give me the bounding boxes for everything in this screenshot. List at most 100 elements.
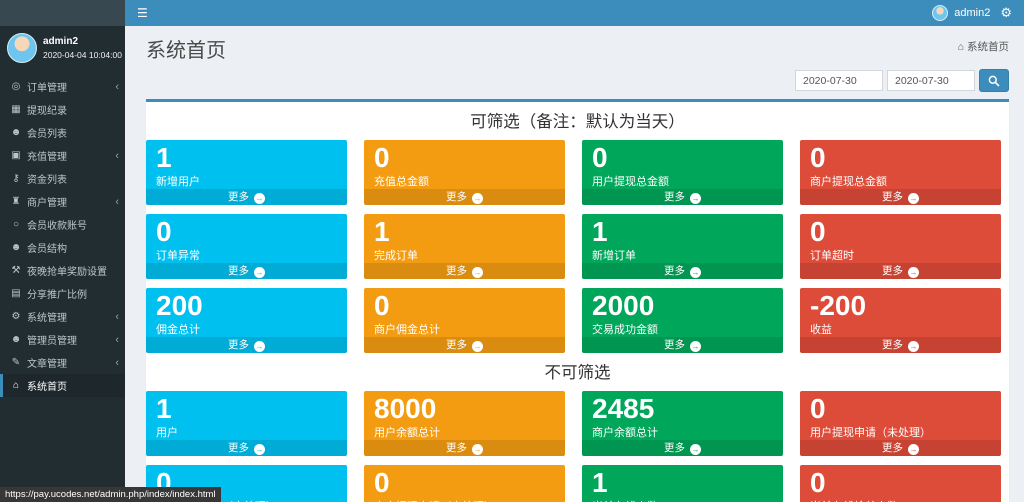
tile-more-link[interactable]: 更多 → <box>582 263 783 279</box>
stat-label: 商户提现申请（未处理） <box>364 497 565 502</box>
stat-value: 0 <box>810 216 826 247</box>
tile-more-link[interactable]: 更多 → <box>146 189 347 205</box>
search-button[interactable] <box>979 69 1009 92</box>
sidebar-item-系统管理[interactable]: ⚙ 系统管理 ‹ <box>0 305 125 328</box>
chevron-left-icon: ‹ <box>115 149 119 162</box>
tile-more-link[interactable]: 更多 → <box>582 337 783 353</box>
stat-value: 0 <box>810 393 826 424</box>
stat-tile: 200 佣金总计 更多 → <box>146 288 347 353</box>
date-to-input[interactable] <box>887 70 975 91</box>
circle-o-icon: ○ <box>12 219 20 230</box>
status-url-tooltip: https://pay.ucodes.net/admin.php/index/i… <box>0 487 221 502</box>
sidebar-item-label: 会员收款账号 <box>27 221 87 232</box>
arrow-circle-right-icon: → <box>471 341 483 353</box>
stat-value: -200 <box>810 290 867 321</box>
stat-value: 0 <box>374 290 390 321</box>
sidebar-item-会员结构[interactable]: ☻ 会员结构 <box>0 236 125 259</box>
sidebar-item-夜晚抢单奖励设置[interactable]: ⚒ 夜晚抢单奖励设置 <box>0 259 125 282</box>
stat-label: 用户 <box>156 427 178 440</box>
tile-more-link[interactable]: 更多 → <box>800 189 1001 205</box>
stat-tile: 0 商户提现总金额 更多 → <box>800 140 1001 205</box>
arrow-circle-right-icon: → <box>689 444 701 456</box>
sidebar: admin2 2020-04-04 10:04:00 ◎ 订单管理 ‹ ▦ 提现纪录 ☻ 会… <box>0 26 125 502</box>
chevron-left-icon: ‹ <box>115 333 119 346</box>
stat-label: 订单超时 <box>810 250 854 263</box>
date-filter-row <box>125 63 1024 99</box>
tile-more-link[interactable]: 更多 → <box>146 440 347 456</box>
sidebar-username: admin2 <box>43 36 79 47</box>
arrow-circle-right-icon: → <box>471 444 483 456</box>
breadcrumb[interactable]: ⌂ 系统首页 <box>958 34 1009 54</box>
stat-label: 商户佣金总计 <box>374 324 440 337</box>
sidebar-item-资金列表[interactable]: ⚷ 资金列表 <box>0 167 125 190</box>
sidebar-item-文章管理[interactable]: ✎ 文章管理 ‹ <box>0 351 125 374</box>
tile-more-link[interactable]: 更多 → <box>364 337 565 353</box>
sidebar-item-分享推广比例[interactable]: ▤ 分享推广比例 <box>0 282 125 305</box>
stat-value: 0 <box>374 142 390 173</box>
arrow-circle-right-icon: → <box>689 193 701 205</box>
sidebar-item-订单管理[interactable]: ◎ 订单管理 ‹ <box>0 75 125 98</box>
stat-tile: 1 用户 更多 → <box>146 391 347 456</box>
avatar <box>7 33 37 63</box>
stat-label: 订单异常 <box>156 250 200 263</box>
admins-icon: ☻ <box>10 334 22 345</box>
sidebar-logo-strip <box>0 0 125 26</box>
bank-icon: ♜ <box>11 196 21 207</box>
chevron-left-icon: ‹ <box>115 195 119 208</box>
sidebar-item-会员列表[interactable]: ☻ 会员列表 <box>0 121 125 144</box>
stat-value: 0 <box>374 467 390 498</box>
tile-more-link[interactable]: 更多 → <box>582 440 783 456</box>
home-icon: ⌂ <box>12 380 20 391</box>
dot-circle-icon: ◎ <box>11 81 21 92</box>
sidebar-item-label: 会员结构 <box>27 244 67 255</box>
tile-more-link[interactable]: 更多 → <box>146 337 347 353</box>
tile-more-link[interactable]: 更多 → <box>800 440 1001 456</box>
date-from-input[interactable] <box>795 70 883 91</box>
tile-more-link[interactable]: 更多 → <box>146 263 347 279</box>
gear-icon: ⚙ <box>11 311 21 322</box>
stat-tile: 2000 交易成功金额 更多 → <box>582 288 783 353</box>
arrow-circle-right-icon: → <box>907 193 919 205</box>
stat-tile: 1当前在线人数更多 → <box>582 465 783 502</box>
sidebar-item-管理员管理[interactable]: ☻ 管理员管理 ‹ <box>0 328 125 351</box>
stat-tile: 1 完成订单 更多 → <box>364 214 565 279</box>
stat-value: 1 <box>156 142 172 173</box>
stat-value: 2000 <box>592 290 655 321</box>
stat-value: 2485 <box>592 393 655 424</box>
tile-more-link[interactable]: 更多 → <box>800 337 1001 353</box>
stat-value: 1 <box>592 216 608 247</box>
search-icon <box>988 75 1000 87</box>
stat-tile: 0 用户提现总金额 更多 → <box>582 140 783 205</box>
sidebar-item-label: 管理员管理 <box>27 336 77 347</box>
tile-more-link[interactable]: 更多 → <box>582 189 783 205</box>
tile-more-link[interactable]: 更多 → <box>364 440 565 456</box>
sidebar-item-商户管理[interactable]: ♜ 商户管理 ‹ <box>0 190 125 213</box>
arrow-circle-right-icon: → <box>471 193 483 205</box>
stat-label: 用户余额总计 <box>374 427 440 440</box>
stat-tile: 1 新增用户 更多 → <box>146 140 347 205</box>
tile-more-link[interactable]: 更多 → <box>800 263 1001 279</box>
topbar-user-menu[interactable]: admin2 <box>932 5 990 21</box>
sidebar-item-系统首页[interactable]: ⌂ 系统首页 <box>0 374 125 397</box>
chevron-left-icon: ‹ <box>115 80 119 93</box>
arrow-circle-right-icon: → <box>253 193 265 205</box>
sidebar-item-提现纪录[interactable]: ▦ 提现纪录 <box>0 98 125 121</box>
stat-value: 0 <box>156 216 172 247</box>
sidebar-item-会员收款账号[interactable]: ○ 会员收款账号 <box>0 213 125 236</box>
sidebar-item-充值管理[interactable]: ▣ 充值管理 ‹ <box>0 144 125 167</box>
key-icon: ⚷ <box>12 173 20 184</box>
stat-tile: -200 收益 更多 → <box>800 288 1001 353</box>
tile-more-link[interactable]: 更多 → <box>364 263 565 279</box>
stat-tile: 0当前在线抢单人数更多 → <box>800 465 1001 502</box>
cogs-icon[interactable]: ⚙ <box>1000 5 1012 20</box>
stat-label: 当前在线人数 <box>582 497 783 502</box>
calendar-icon: ▤ <box>11 288 21 299</box>
stat-tile: 2485 商户余额总计 更多 → <box>582 391 783 456</box>
sidebar-item-label: 资金列表 <box>27 175 67 186</box>
tile-more-link[interactable]: 更多 → <box>364 189 565 205</box>
stat-label: 收益 <box>810 324 832 337</box>
avatar <box>932 5 949 21</box>
stat-label: 商户余额总计 <box>592 427 658 440</box>
stat-tile: 8000 用户余额总计 更多 → <box>364 391 565 456</box>
hamburger-icon[interactable]: ☰ <box>137 6 148 20</box>
